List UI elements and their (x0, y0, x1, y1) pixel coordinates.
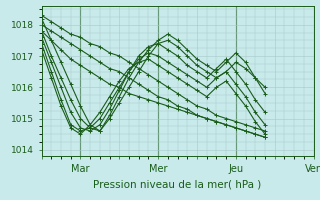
X-axis label: Pression niveau de la mer( hPa ): Pression niveau de la mer( hPa ) (93, 179, 262, 189)
